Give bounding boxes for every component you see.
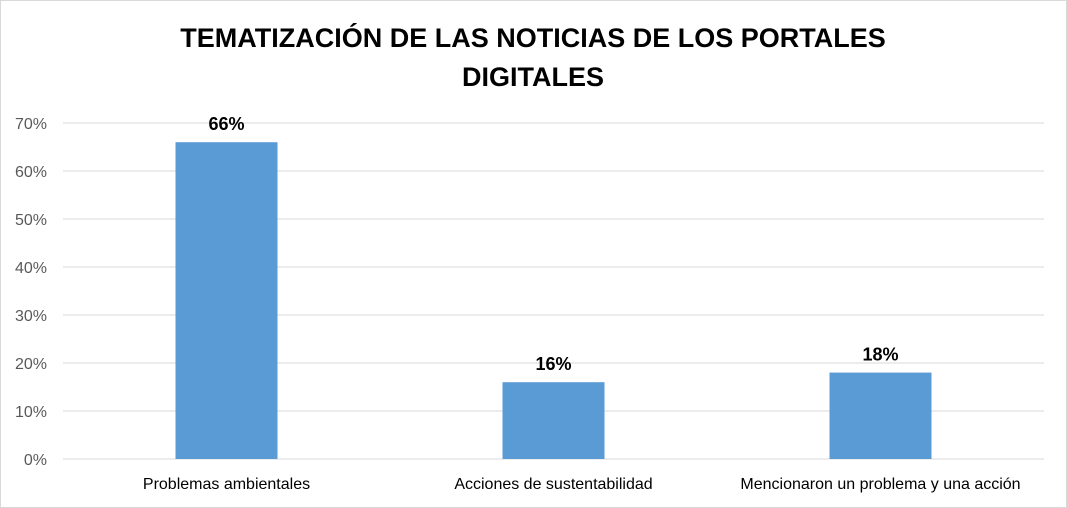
data-label: 66% — [208, 114, 244, 134]
data-label: 18% — [862, 345, 898, 365]
chart-title-line-1: TEMATIZACIÓN DE LAS NOTICIAS DE LOS PORT… — [180, 22, 886, 53]
chart-title-line-2: DIGITALES — [462, 62, 604, 92]
y-tick-label: 60% — [15, 164, 47, 181]
bar — [175, 142, 278, 459]
bar — [502, 382, 605, 459]
x-category-label: Problemas ambientales — [143, 476, 310, 493]
y-tick-label: 20% — [15, 356, 47, 373]
y-tick-label: 10% — [15, 404, 47, 421]
bar — [829, 372, 932, 459]
y-tick-label: 30% — [15, 308, 47, 325]
y-tick-label: 0% — [24, 452, 47, 469]
y-tick-label: 50% — [15, 212, 47, 229]
y-tick-label: 40% — [15, 260, 47, 277]
x-category-label: Mencionaron un problema y una acción — [740, 476, 1020, 493]
data-label: 16% — [535, 354, 571, 374]
x-category-label: Acciones de sustentabilidad — [454, 476, 652, 493]
y-tick-label: 70% — [15, 116, 47, 133]
